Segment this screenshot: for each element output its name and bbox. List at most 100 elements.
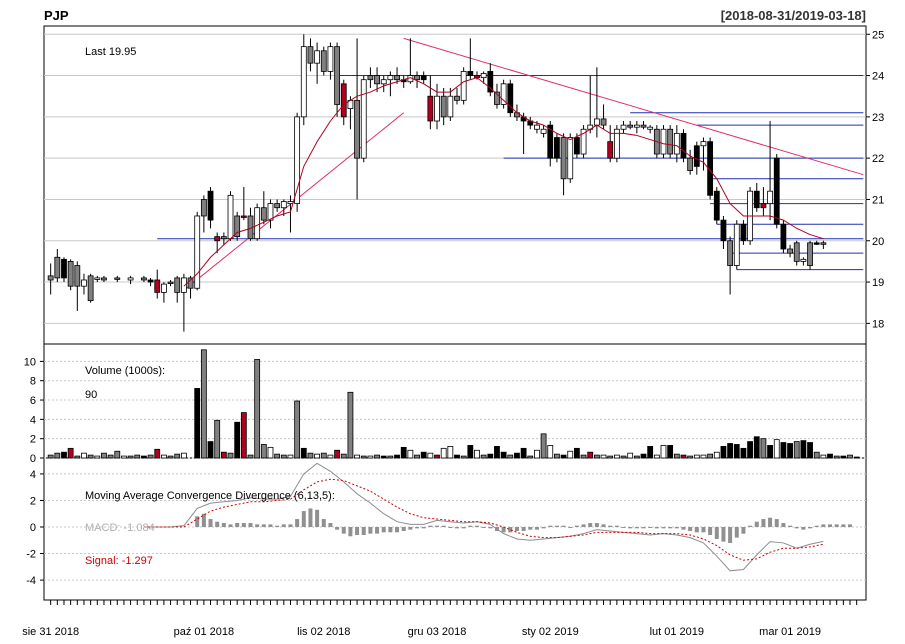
candle-body bbox=[767, 190, 773, 204]
candle bbox=[567, 133, 574, 183]
macd-histogram-bar bbox=[681, 527, 686, 530]
chart-symbol: PJP bbox=[44, 8, 69, 23]
volume-bar bbox=[613, 454, 620, 459]
x-axis-date-label: gru 03 2018 bbox=[408, 626, 467, 638]
candle-body bbox=[327, 46, 334, 72]
candle-body bbox=[567, 137, 574, 180]
x-axis: sie 31 2018 paź 01 2018 lis 02 2018 gru 03 … bbox=[22, 599, 866, 638]
candle bbox=[234, 211, 241, 241]
moving-average-line bbox=[183, 77, 824, 287]
volume-bar bbox=[773, 439, 780, 459]
candle-body bbox=[234, 215, 241, 238]
macd-histogram-bar bbox=[734, 527, 739, 538]
volume-bar bbox=[274, 453, 281, 459]
candle bbox=[87, 273, 94, 303]
macd-histogram-bar bbox=[688, 527, 693, 531]
volume-bar bbox=[633, 455, 640, 459]
candle bbox=[394, 67, 400, 84]
candle bbox=[374, 67, 380, 93]
volume-bar bbox=[240, 412, 247, 459]
volume-bar bbox=[54, 452, 61, 459]
volume-bar bbox=[520, 447, 527, 459]
candle bbox=[174, 275, 181, 303]
candle bbox=[300, 34, 307, 126]
candle bbox=[707, 137, 714, 200]
candle-body bbox=[753, 190, 760, 209]
volume-bar bbox=[194, 388, 201, 459]
candle bbox=[494, 83, 500, 109]
candle-body bbox=[787, 248, 793, 254]
candle-body bbox=[540, 128, 547, 134]
macd-histogram-bar bbox=[361, 527, 366, 535]
trend-lines bbox=[183, 37, 864, 291]
candle bbox=[114, 275, 121, 283]
candle bbox=[414, 71, 420, 88]
candle bbox=[620, 120, 627, 134]
volume-bar bbox=[620, 455, 627, 459]
macd-histogram-bar bbox=[335, 527, 340, 530]
candle-body bbox=[434, 95, 440, 122]
macd-histogram-bar bbox=[221, 523, 226, 528]
candle bbox=[527, 116, 534, 130]
candle bbox=[360, 75, 367, 163]
candle bbox=[314, 42, 321, 84]
candle-body bbox=[427, 95, 434, 122]
macd-histogram-bar bbox=[235, 523, 240, 528]
macd-histogram-bar bbox=[754, 521, 759, 528]
candle-body bbox=[547, 124, 554, 159]
candle bbox=[507, 79, 514, 117]
macd-histogram-bar bbox=[381, 527, 386, 533]
volume-bar bbox=[134, 454, 141, 459]
candle-body bbox=[580, 128, 587, 155]
macd-histogram-bar bbox=[668, 527, 673, 529]
volume-bar bbox=[220, 451, 227, 459]
volume-bar bbox=[280, 454, 287, 459]
volume-bar bbox=[627, 452, 634, 459]
price-last-label: Last 19.95 bbox=[85, 46, 136, 58]
volume-bar bbox=[507, 454, 514, 459]
volume-bar bbox=[467, 445, 474, 459]
volume-bar bbox=[354, 454, 360, 459]
volume-series bbox=[47, 349, 860, 459]
candle-body bbox=[507, 83, 514, 114]
candle-body bbox=[414, 75, 420, 81]
volume-bar bbox=[447, 446, 454, 459]
volume-bar bbox=[180, 452, 187, 459]
candle-body bbox=[387, 75, 394, 81]
candle bbox=[593, 67, 600, 138]
volume-y-tick-label: 2 bbox=[30, 434, 36, 446]
macd-histogram-bar bbox=[601, 524, 606, 528]
candle bbox=[220, 232, 227, 245]
macd-series bbox=[143, 462, 824, 572]
volume-bar bbox=[307, 452, 314, 459]
candle-body bbox=[354, 99, 360, 159]
candle bbox=[154, 269, 161, 299]
candle bbox=[214, 232, 221, 254]
volume-bar bbox=[387, 455, 394, 459]
candle bbox=[713, 187, 720, 225]
volume-bar bbox=[334, 449, 340, 459]
candle-body bbox=[600, 118, 607, 126]
macd-y-tick-label: -2 bbox=[26, 549, 36, 561]
x-axis-date-label: lut 01 2019 bbox=[650, 626, 704, 638]
volume-bar bbox=[534, 449, 540, 459]
volume-bar bbox=[787, 443, 793, 459]
volume-bar bbox=[314, 453, 321, 459]
macd-histogram-bar bbox=[321, 519, 326, 528]
macd-histogram-bar bbox=[541, 527, 546, 529]
candle bbox=[61, 257, 67, 283]
volume-bar bbox=[800, 440, 807, 459]
volume-bar bbox=[374, 454, 380, 459]
candle-body bbox=[47, 275, 54, 281]
macd-histogram-bar bbox=[821, 524, 826, 528]
volume-bar bbox=[820, 454, 827, 459]
price-y-tick-label: 19 bbox=[872, 277, 884, 289]
candle-body bbox=[760, 203, 767, 209]
candle bbox=[640, 120, 647, 130]
macd-histogram-bar bbox=[561, 525, 566, 528]
candle bbox=[574, 133, 580, 159]
candle bbox=[67, 259, 74, 291]
candle bbox=[187, 275, 194, 299]
candle-body bbox=[334, 46, 340, 105]
candle-body bbox=[194, 215, 201, 289]
